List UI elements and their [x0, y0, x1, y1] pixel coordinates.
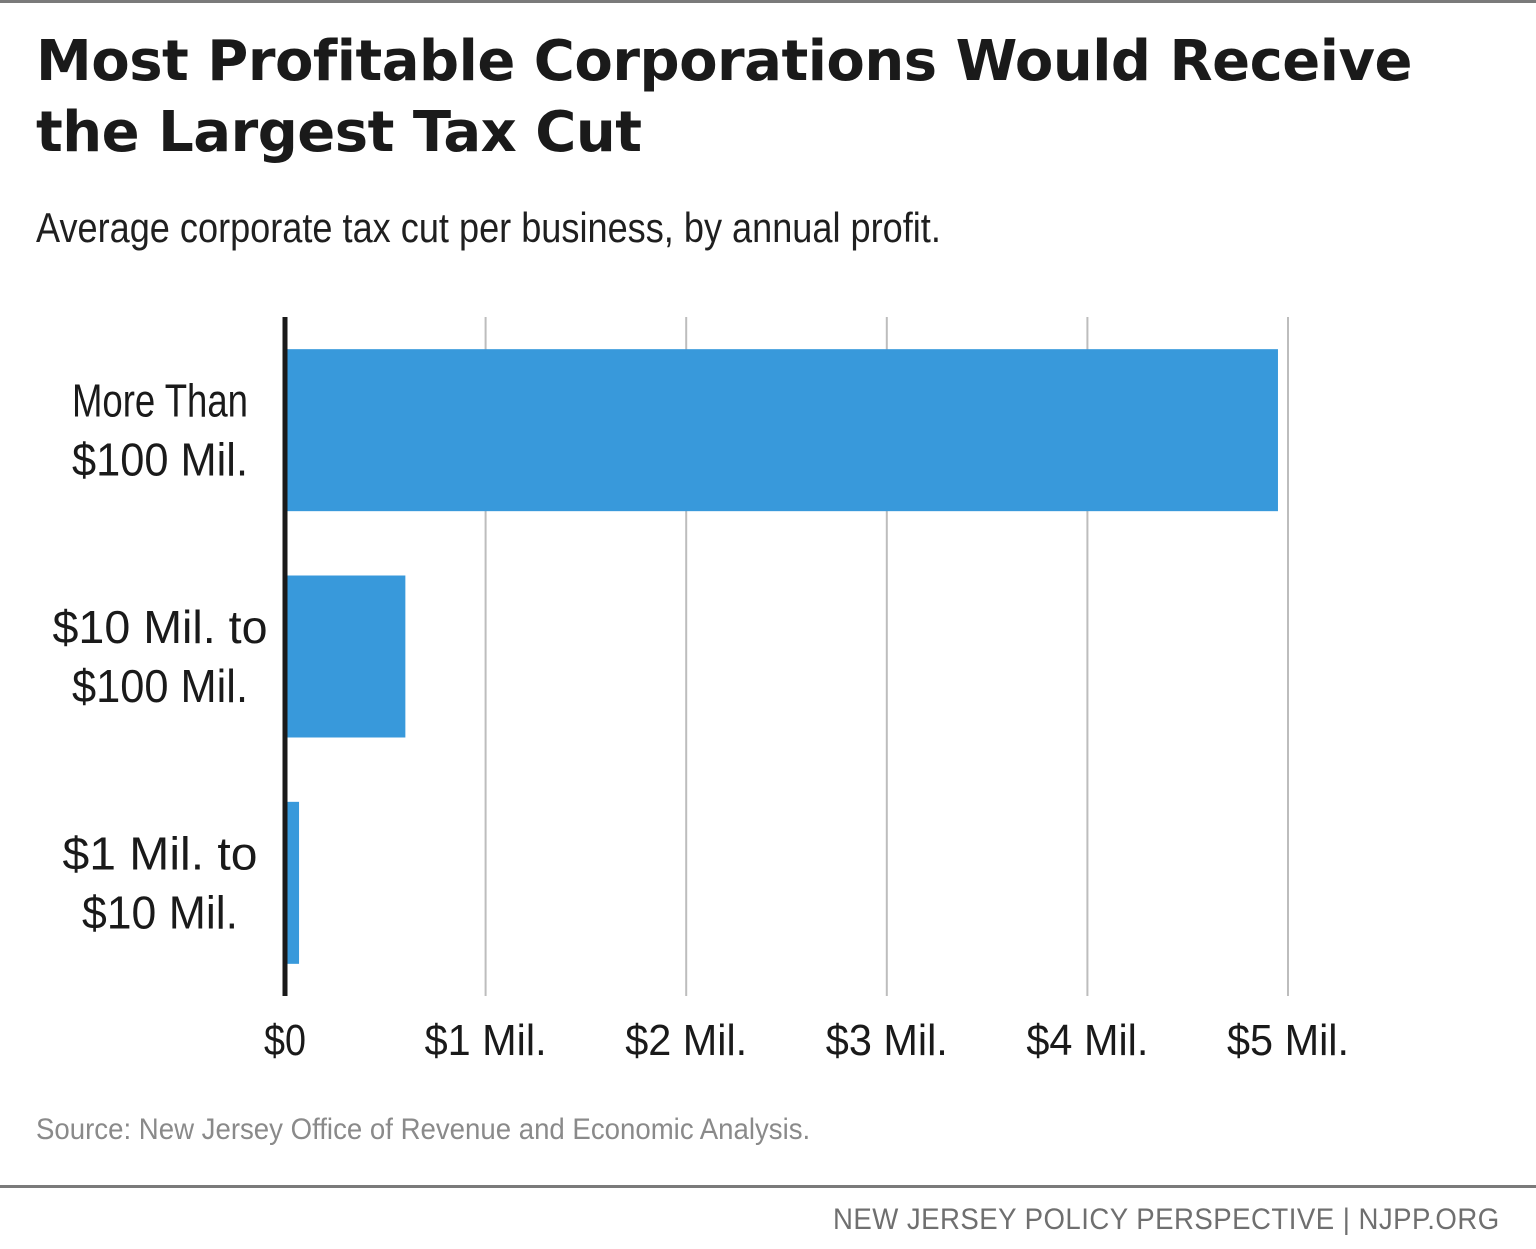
chart-subtitle: Average corporate tax cut per business, … — [36, 204, 941, 251]
top-rule — [0, 0, 1536, 3]
x-tick-labels: $0 $1 Mil. $2 Mil. $3 Mil. $4 Mil. $5 Mil. — [264, 1016, 1349, 1065]
x-tick-label: $5 Mil. — [1227, 1016, 1349, 1065]
category-label: $100 Mil. — [72, 660, 248, 712]
x-tick-label: $4 Mil. — [1026, 1016, 1148, 1065]
footer-credit: NEW JERSEY POLICY PERSPECTIVE | NJPP.ORG — [833, 1203, 1500, 1236]
category-label: $10 Mil. — [82, 886, 238, 938]
x-tick-label: $0 — [264, 1016, 306, 1065]
category-label: $10 Mil. to — [53, 601, 268, 653]
x-tick-label: $2 Mil. — [625, 1016, 747, 1065]
category-label: More Than — [72, 375, 248, 427]
bar-chart: More Than $100 Mil. $10 Mil. to $100 Mil. $1… — [53, 317, 1349, 1065]
x-tick-label: $1 Mil. — [425, 1016, 547, 1065]
source-note: Source: New Jersey Office of Revenue and… — [36, 1113, 811, 1146]
bar — [285, 575, 406, 738]
category-label: $100 Mil. — [72, 434, 248, 486]
chart-title: Most Profitable Corporations Would Recei… — [36, 29, 1412, 165]
category-label: $1 Mil. to — [63, 827, 258, 879]
bottom-rule — [0, 1185, 1536, 1188]
x-tick-label: $3 Mil. — [826, 1016, 948, 1065]
bars — [285, 349, 1278, 964]
bar — [285, 801, 300, 964]
category-labels: More Than $100 Mil. $10 Mil. to $100 Mil. $1… — [53, 375, 268, 939]
bar — [285, 349, 1278, 512]
